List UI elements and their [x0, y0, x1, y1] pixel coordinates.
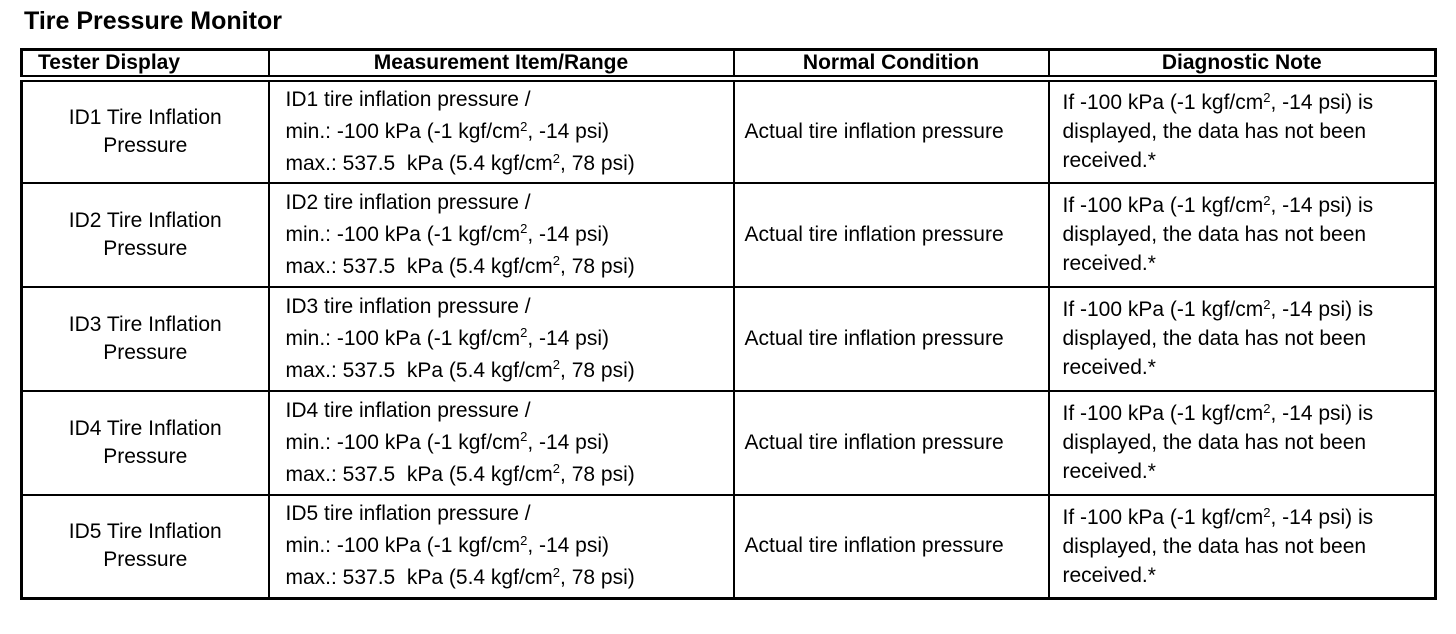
- column-header-diagnostic-note: Diagnostic Note: [1047, 48, 1437, 82]
- measurement-min-line: min.: -100 kPa (-1 kgf/cm2, -14 psi): [285, 221, 610, 246]
- diagnostic-note-cell: If -100 kPa (-1 kgf/cm2, -14 psi) is dis…: [1047, 493, 1437, 600]
- measurement-min-line: min.: -100 kPa (-1 kgf/cm2, -14 psi): [285, 325, 610, 350]
- measurement-cell: ID1 tire inflation pressure / min.: -100…: [267, 77, 735, 184]
- tester-display-cell: ID3 Tire Inflation Pressure: [20, 285, 270, 392]
- diagnostic-note-cell: If -100 kPa (-1 kgf/cm2, -14 psi) is dis…: [1047, 77, 1437, 184]
- table-row-id4: ID4 Tire Inflation Pressure ID4 tire inf…: [20, 389, 1437, 496]
- measurement-item-line: ID4 tire inflation pressure /: [285, 398, 531, 422]
- diagnostic-note-cell: If -100 kPa (-1 kgf/cm2, -14 psi) is dis…: [1047, 181, 1437, 288]
- table-row-id1: ID1 Tire Inflation Pressure ID1 tire inf…: [20, 77, 1437, 184]
- measurement-max-line: max.: 537.5 kPa (5.4 kgf/cm2, 78 psi): [285, 253, 635, 278]
- page-title: Tire Pressure Monitor: [24, 7, 282, 35]
- normal-condition-cell: Actual tire inflation pressure: [732, 493, 1050, 600]
- table-row-id3: ID3 Tire Inflation Pressure ID3 tire inf…: [20, 285, 1437, 392]
- measurement-cell: ID3 tire inflation pressure / min.: -100…: [267, 285, 735, 392]
- column-header-normal-condition: Normal Condition: [732, 48, 1050, 82]
- normal-condition-cell: Actual tire inflation pressure: [732, 389, 1050, 496]
- measurement-item-line: ID5 tire inflation pressure /: [285, 502, 531, 526]
- measurement-item-line: ID1 tire inflation pressure /: [285, 87, 531, 111]
- tester-display-cell: ID5 Tire Inflation Pressure: [20, 493, 270, 600]
- column-header-tester-display: Tester Display: [20, 48, 270, 82]
- normal-condition-cell: Actual tire inflation pressure: [732, 285, 1050, 392]
- normal-condition-cell: Actual tire inflation pressure: [732, 77, 1050, 184]
- measurement-max-line: max.: 537.5 kPa (5.4 kgf/cm2, 78 psi): [285, 357, 635, 382]
- measurement-max-line: max.: 537.5 kPa (5.4 kgf/cm2, 78 psi): [285, 461, 635, 486]
- measurement-min-line: min.: -100 kPa (-1 kgf/cm2, -14 psi): [285, 118, 610, 143]
- tire-pressure-table: Tester Display Measurement Item/Range No…: [20, 48, 1437, 600]
- diagnostic-note-cell: If -100 kPa (-1 kgf/cm2, -14 psi) is dis…: [1047, 389, 1437, 496]
- diagnostic-note-cell: If -100 kPa (-1 kgf/cm2, -14 psi) is dis…: [1047, 285, 1437, 392]
- tester-display-cell: ID1 Tire Inflation Pressure: [20, 77, 270, 184]
- measurement-cell: ID2 tire inflation pressure / min.: -100…: [267, 181, 735, 288]
- table-row-id2: ID2 Tire Inflation Pressure ID2 tire inf…: [20, 181, 1437, 288]
- measurement-min-line: min.: -100 kPa (-1 kgf/cm2, -14 psi): [285, 533, 610, 558]
- normal-condition-cell: Actual tire inflation pressure: [732, 181, 1050, 288]
- table-row-id5: ID5 Tire Inflation Pressure ID5 tire inf…: [20, 493, 1437, 600]
- tester-display-cell: ID4 Tire Inflation Pressure: [20, 389, 270, 496]
- measurement-min-line: min.: -100 kPa (-1 kgf/cm2, -14 psi): [285, 429, 610, 454]
- measurement-item-line: ID3 tire inflation pressure /: [285, 294, 531, 318]
- table-header-row: Tester Display Measurement Item/Range No…: [20, 48, 1437, 82]
- tester-display-cell: ID2 Tire Inflation Pressure: [20, 181, 270, 288]
- measurement-cell: ID4 tire inflation pressure / min.: -100…: [267, 389, 735, 496]
- column-header-measurement-item-range: Measurement Item/Range: [267, 48, 735, 82]
- measurement-max-line: max.: 537.5 kPa (5.4 kgf/cm2, 78 psi): [285, 565, 635, 590]
- measurement-cell: ID5 tire inflation pressure / min.: -100…: [267, 493, 735, 600]
- measurement-max-line: max.: 537.5 kPa (5.4 kgf/cm2, 78 psi): [285, 150, 635, 175]
- measurement-item-line: ID2 tire inflation pressure /: [285, 190, 531, 214]
